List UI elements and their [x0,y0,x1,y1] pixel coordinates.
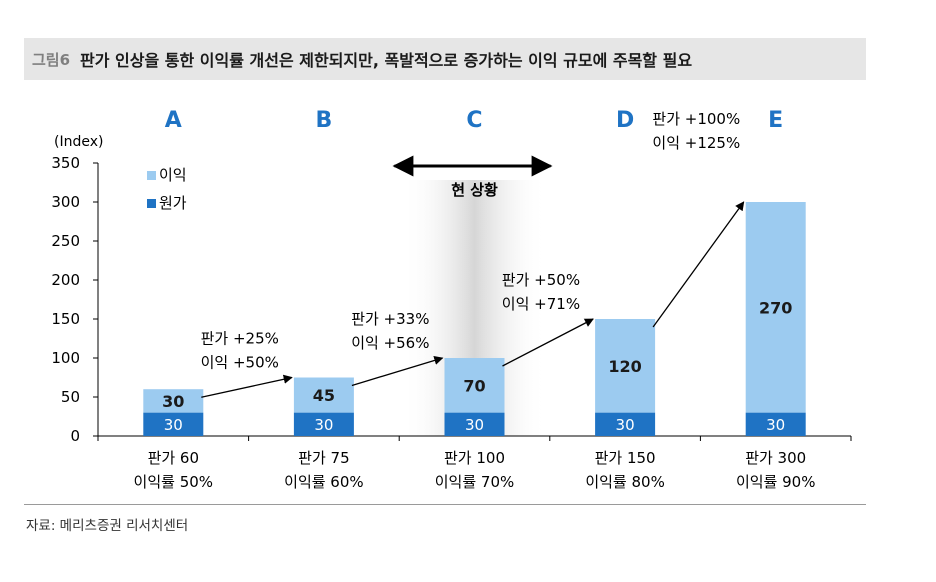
scenario-label: D [616,108,634,133]
y-tick-label: 150 [51,310,80,328]
y-tick-label: 350 [51,154,80,172]
category-label: 이익률 90% [736,473,816,491]
category-label: 이익률 80% [585,473,665,491]
bar-cost [745,412,806,436]
cost-value-label: 30 [616,416,635,434]
growth-annotation: 이익 +56% [351,334,429,352]
y-tick-label: 50 [61,388,80,406]
figure-title: 판가 인상을 통한 이익률 개선은 제한되지만, 폭발적으로 증가하는 이익 규… [80,51,693,70]
title-bar: 그림6 판가 인상을 통한 이익률 개선은 제한되지만, 폭발적으로 증가하는 … [24,38,866,80]
legend-label: 이익 [159,166,187,184]
y-tick-label: 200 [51,271,80,289]
profit-value-label: 30 [162,392,184,411]
growth-arrows: 판가 +25% 이익 +50% 판가 +33% 이익 +56% 판가 +50% 이익 +7… [201,110,745,398]
source-note: 자료: 메리츠증권 리서치센터 [26,518,189,534]
profit-value-label: 70 [463,376,485,395]
cost-value-label: 30 [766,416,785,434]
profit-value-label: 120 [608,357,641,376]
scenario-label: A [165,108,182,133]
category-label: 이익률 50% [134,473,214,491]
bar-profit [444,358,505,413]
y-axis-label: (Index) [54,134,103,150]
scenario-label: C [466,108,482,133]
growth-arrow [351,356,444,387]
growth-arrow [201,374,293,398]
category-label: 판가 150 [595,449,656,467]
bar-profit [745,202,806,413]
category-labels: A B C D E 판가 60 이익률 50% 판가 75 이익률 60% 판가 100 이익률 7… [134,108,816,491]
highlight-label: 현 상황 [451,181,498,199]
growth-arrow [502,318,594,367]
y-tick-label: 100 [51,349,80,367]
cost-value-label: 30 [164,416,183,434]
bar-profit [143,389,204,413]
y-tick-label: 0 [70,427,80,445]
growth-annotation: 판가 +33% [351,310,429,328]
bar-profit [595,319,656,413]
scenario-label: E [768,108,783,133]
growth-annotation: 이익 +50% [201,354,279,372]
growth-annotation: 이익 +71% [502,295,580,313]
y-tick-label: 250 [51,232,80,250]
category-label: 판가 100 [444,449,505,467]
profit-value-label: 270 [759,298,792,317]
category-label: 이익률 60% [284,473,364,491]
growth-annotation: 이익 +125% [652,134,740,152]
bar-cost [293,412,354,436]
figure-label: 그림6 [32,50,71,69]
growth-arrow [652,201,745,328]
cost-value-label: 30 [314,416,333,434]
growth-annotation: 판가 +25% [201,330,279,348]
bar-cost [595,412,656,436]
legend-swatch [147,171,156,180]
profit-value-label: 45 [313,386,335,405]
category-label: 판가 60 [148,449,199,467]
bar-profit [293,377,354,413]
bar-cost [444,412,505,436]
value-labels: 30 30 30 45 30 70 30 120 30 270 [162,298,792,434]
scenario-label: B [316,108,333,133]
bar-cost [143,412,204,436]
growth-annotation: 판가 +50% [502,271,580,289]
category-label: 판가 75 [298,449,349,467]
y-tick-label: 300 [51,193,80,211]
category-label: 판가 300 [745,449,806,467]
legend-swatch [147,199,156,208]
growth-annotation: 판가 +100% [652,110,740,128]
cost-value-label: 30 [465,416,484,434]
bars [143,202,806,436]
legend-label: 원가 [159,194,187,212]
footer-divider [24,504,866,505]
category-label: 이익률 70% [435,473,515,491]
